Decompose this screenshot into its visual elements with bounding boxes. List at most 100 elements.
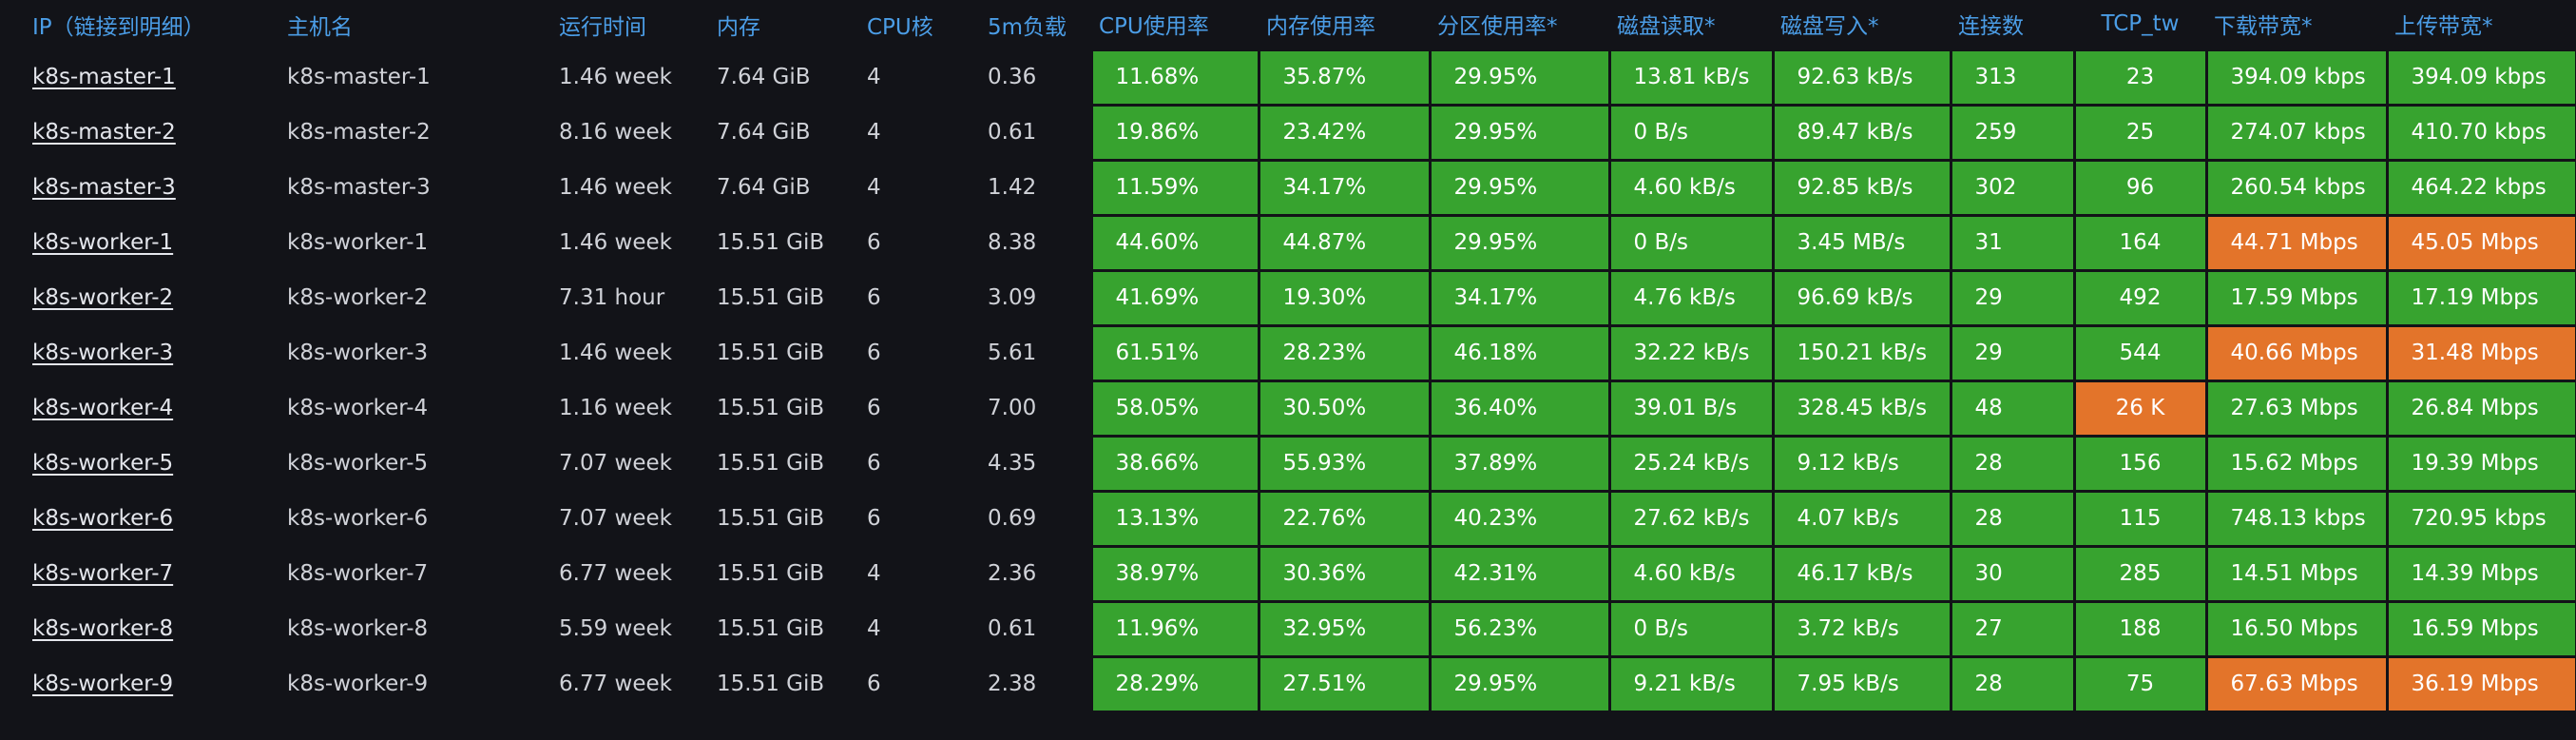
column-header-download-bandwidth[interactable]: 下载带宽*	[2214, 14, 2313, 40]
column-header-hostname[interactable]: 主机名	[287, 15, 353, 40]
memory-usage-cell: 44.87%	[1257, 213, 1432, 272]
upload-bandwidth-cell: 45.05 Mbps	[2385, 213, 2576, 272]
cpu-cores-cell: 4	[867, 616, 881, 641]
column-header-memory[interactable]: 内存	[717, 15, 760, 40]
ip-link[interactable]: k8s-master-1	[32, 65, 176, 89]
disk-write-cell: 46.17 kB/s	[1771, 544, 1952, 603]
column-header-uptime[interactable]: 运行时间	[559, 15, 646, 40]
column-header-load-5m[interactable]: 5m负载	[988, 15, 1067, 40]
memory-cell: 15.51 GiB	[717, 672, 825, 696]
table-row: k8s-master-1 k8s-master-1 1.46 week 7.64 Gi…	[25, 48, 2576, 107]
memory-cell: 15.51 GiB	[717, 561, 825, 586]
connections-cell: 31	[1949, 213, 2076, 272]
cpu-cores-cell: 6	[867, 230, 881, 255]
memory-cell: 15.51 GiB	[717, 230, 825, 255]
partition-usage-cell: 46.18%	[1428, 323, 1611, 382]
download-bandwidth-cell: 260.54 kbps	[2204, 158, 2389, 217]
uptime-cell: 1.46 week	[559, 65, 672, 89]
hostname-cell: k8s-worker-3	[287, 341, 429, 365]
ip-link[interactable]: k8s-master-3	[32, 175, 176, 200]
memory-cell: 15.51 GiB	[717, 396, 825, 420]
cpu-cores-cell: 4	[867, 65, 881, 89]
ip-link[interactable]: k8s-worker-9	[32, 672, 174, 696]
tcp-tw-cell: 26 K	[2072, 379, 2208, 438]
download-bandwidth-cell: 16.50 Mbps	[2204, 599, 2389, 658]
load-cell: 2.36	[988, 561, 1037, 586]
disk-read-cell: 27.62 kB/s	[1607, 489, 1775, 548]
uptime-cell: 6.77 week	[559, 672, 672, 696]
connections-cell: 28	[1949, 434, 2076, 493]
ip-link[interactable]: k8s-master-2	[32, 120, 176, 145]
download-bandwidth-cell: 44.71 Mbps	[2204, 213, 2389, 272]
uptime-cell: 6.77 week	[559, 561, 672, 586]
table-row: k8s-master-3 k8s-master-3 1.46 week 7.64 Gi…	[25, 158, 2576, 217]
memory-usage-cell: 23.42%	[1257, 103, 1432, 162]
disk-write-cell: 3.45 MB/s	[1771, 213, 1952, 272]
uptime-cell: 1.46 week	[559, 341, 672, 365]
table-row: k8s-worker-8 k8s-worker-8 5.59 week 15.51 G…	[25, 599, 2576, 658]
upload-bandwidth-cell: 16.59 Mbps	[2385, 599, 2576, 658]
memory-usage-cell: 30.36%	[1257, 544, 1432, 603]
load-cell: 8.38	[988, 230, 1037, 255]
column-header-disk-read[interactable]: 磁盘读取*	[1617, 14, 1716, 40]
cpu-cores-cell: 6	[867, 506, 881, 531]
memory-usage-cell: 27.51%	[1257, 654, 1432, 713]
ip-link[interactable]: k8s-worker-7	[32, 561, 174, 586]
connections-cell: 302	[1949, 158, 2076, 217]
memory-cell: 7.64 GiB	[717, 120, 811, 145]
cpu-usage-cell: 19.86%	[1089, 103, 1260, 162]
column-header-cpu-cores[interactable]: CPU核	[867, 15, 933, 40]
table-row: k8s-worker-9 k8s-worker-9 6.77 week 15.51 G…	[25, 654, 2576, 713]
disk-read-cell: 4.60 kB/s	[1607, 544, 1775, 603]
ip-cell: k8s-master-3	[25, 160, 279, 215]
upload-bandwidth-cell: 36.19 Mbps	[2385, 654, 2576, 713]
ip-link[interactable]: k8s-worker-3	[32, 341, 174, 365]
tcp-tw-cell: 285	[2072, 544, 2208, 603]
hostname-cell: k8s-master-1	[287, 65, 431, 89]
table-row: k8s-worker-2 k8s-worker-2 7.31 hour 15.51 G…	[25, 268, 2576, 327]
table-row: k8s-worker-1 k8s-worker-1 1.46 week 15.51 G…	[25, 213, 2576, 272]
memory-usage-cell: 32.95%	[1257, 599, 1432, 658]
ip-link[interactable]: k8s-worker-6	[32, 506, 174, 531]
ip-link[interactable]: k8s-worker-1	[32, 230, 174, 255]
ip-link[interactable]: k8s-worker-8	[32, 616, 174, 641]
tcp-tw-cell: 544	[2072, 323, 2208, 382]
hostname-cell: k8s-worker-8	[287, 616, 429, 641]
memory-cell: 15.51 GiB	[717, 451, 825, 476]
column-header-cpu-usage[interactable]: CPU使用率	[1099, 14, 1209, 40]
load-cell: 0.61	[988, 120, 1037, 145]
ip-link[interactable]: k8s-worker-2	[32, 285, 174, 310]
memory-usage-cell: 22.76%	[1257, 489, 1432, 548]
disk-write-cell: 96.69 kB/s	[1771, 268, 1952, 327]
column-header-memory-usage[interactable]: 内存使用率	[1266, 14, 1375, 40]
cpu-cores-cell: 4	[867, 561, 881, 586]
tcp-tw-cell: 164	[2072, 213, 2208, 272]
ip-cell: k8s-master-2	[25, 105, 279, 160]
ip-link[interactable]: k8s-worker-4	[32, 396, 174, 420]
load-cell: 1.42	[988, 175, 1037, 200]
column-header-ip[interactable]: IP（链接到明细）	[32, 15, 205, 40]
ip-cell: k8s-worker-9	[25, 656, 279, 711]
table-row: k8s-worker-3 k8s-worker-3 1.46 week 15.51 G…	[25, 323, 2576, 382]
column-header-partition-usage[interactable]: 分区使用率*	[1437, 14, 1558, 40]
column-header-connections[interactable]: 连接数	[1958, 14, 2024, 40]
upload-bandwidth-cell: 410.70 kbps	[2385, 103, 2576, 162]
table-row: k8s-worker-5 k8s-worker-5 7.07 week 15.51 G…	[25, 434, 2576, 493]
disk-read-cell: 39.01 B/s	[1607, 379, 1775, 438]
cpu-usage-cell: 11.96%	[1089, 599, 1260, 658]
ip-link[interactable]: k8s-worker-5	[32, 451, 174, 476]
hostname-cell: k8s-worker-1	[287, 230, 429, 255]
column-header-upload-bandwidth[interactable]: 上传带宽*	[2394, 14, 2493, 40]
cpu-usage-cell: 61.51%	[1089, 323, 1260, 382]
upload-bandwidth-cell: 19.39 Mbps	[2385, 434, 2576, 493]
download-bandwidth-cell: 15.62 Mbps	[2204, 434, 2389, 493]
connections-cell: 29	[1949, 268, 2076, 327]
partition-usage-cell: 37.89%	[1428, 434, 1611, 493]
table-row: k8s-master-2 k8s-master-2 8.16 week 7.64 Gi…	[25, 103, 2576, 162]
load-cell: 4.35	[988, 451, 1037, 476]
column-header-disk-write[interactable]: 磁盘写入*	[1780, 14, 1879, 40]
column-header-tcp-tw[interactable]: TCP_tw	[2101, 11, 2180, 37]
memory-cell: 15.51 GiB	[717, 285, 825, 310]
hostname-cell: k8s-worker-2	[287, 285, 429, 310]
